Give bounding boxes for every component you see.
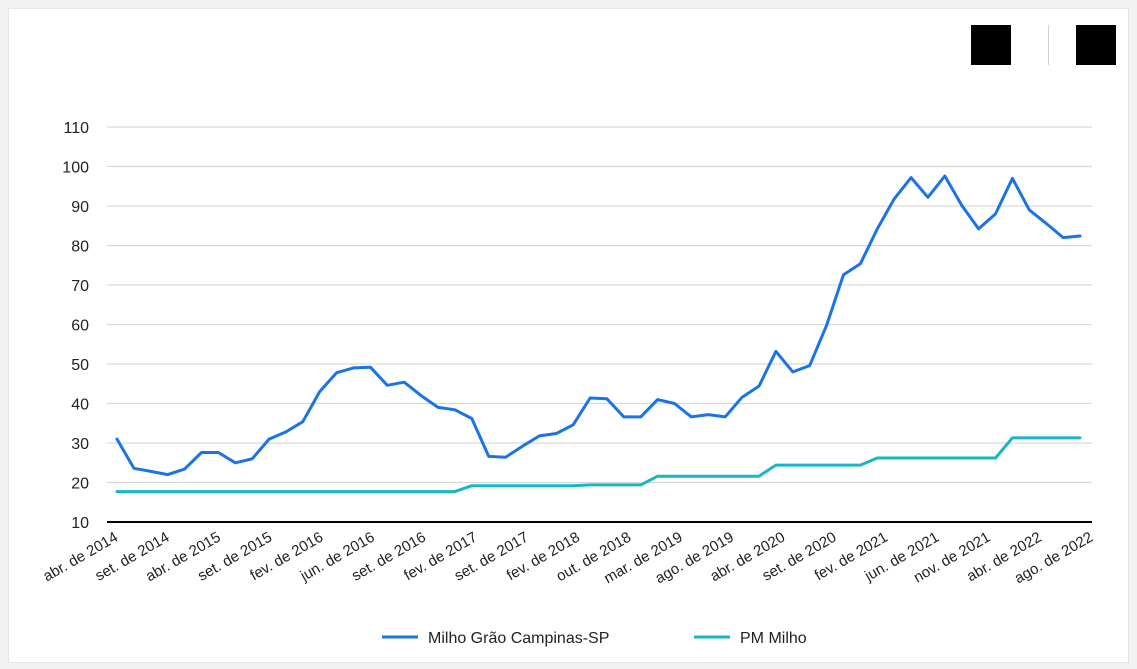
series-line-pm-milho [115, 436, 1082, 494]
y-tick-label: 110 [63, 120, 89, 137]
chart-series [115, 174, 1082, 494]
y-axis-ticks: 10 20 30 40 50 60 70 80 90 100 110 [62, 120, 89, 532]
y-tick-label: 100 [62, 160, 89, 177]
legend-label: Milho Grão Campinas-SP [428, 630, 609, 647]
black-square-icon[interactable] [971, 25, 1011, 65]
y-tick-label: 20 [71, 476, 89, 493]
y-tick-label: 10 [71, 515, 89, 532]
y-tick-label: 80 [71, 239, 89, 256]
legend-label: PM Milho [740, 630, 807, 647]
black-square-icon[interactable] [1076, 25, 1116, 65]
chart-card: 10 20 30 40 50 60 70 80 90 100 110 abr. de 2014 set… [8, 8, 1129, 663]
y-tick-label: 70 [71, 278, 89, 295]
gridlines [107, 126, 1092, 523]
y-tick-label: 30 [71, 436, 89, 453]
legend: Milho Grão Campinas-SP PM Milho [382, 630, 807, 647]
y-tick-label: 40 [71, 397, 89, 414]
y-tick-label: 50 [71, 357, 89, 374]
y-tick-label: 90 [71, 199, 89, 216]
toolbar-divider [1048, 25, 1049, 65]
line-chart: 10 20 30 40 50 60 70 80 90 100 110 abr. de 2014set… [40, 120, 1096, 647]
series-line-milho-campinas [115, 174, 1082, 477]
y-tick-label: 60 [71, 318, 89, 335]
